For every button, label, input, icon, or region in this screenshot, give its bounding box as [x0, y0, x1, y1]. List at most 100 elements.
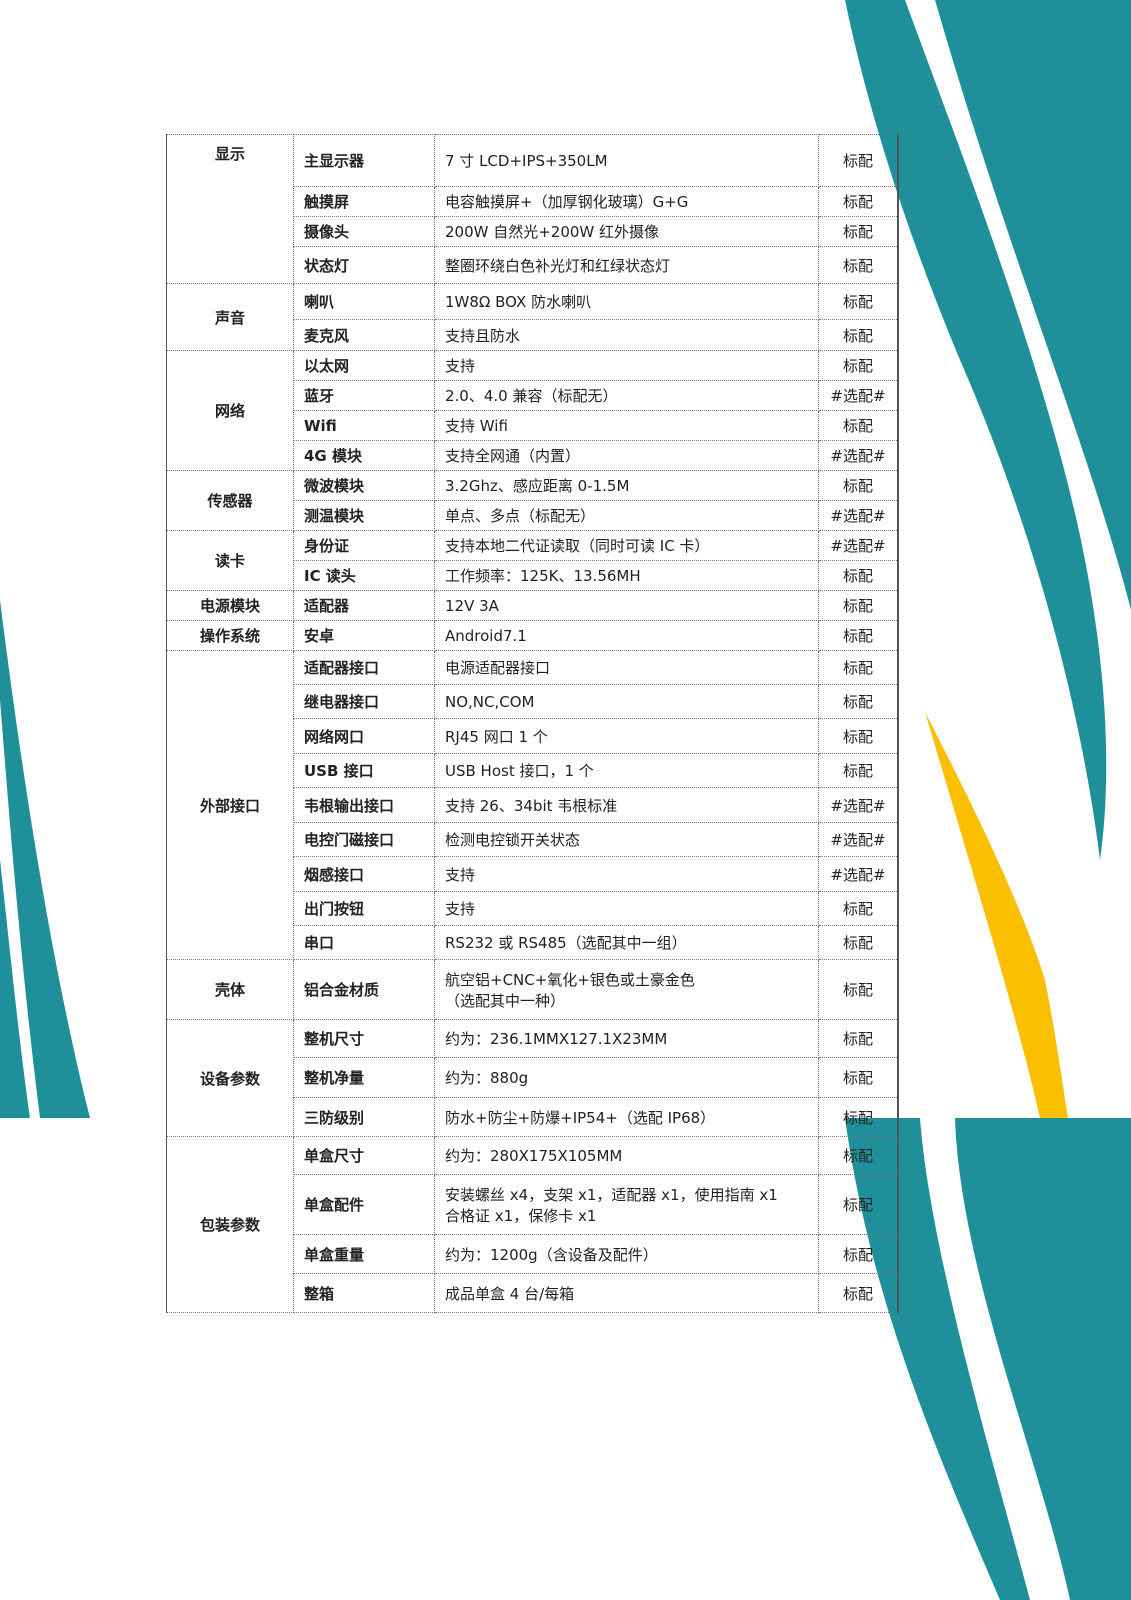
description-cell: 约为：236.1MMX127.1X23MM: [434, 1019, 819, 1058]
config-cell: 标配: [818, 410, 899, 441]
item-cell: 三防级别: [293, 1097, 435, 1137]
table-row: 4G 模块 支持全网通（内置） #选配#: [167, 440, 899, 471]
item-cell: 网络网口: [293, 718, 435, 754]
item-cell: 以太网: [293, 350, 435, 381]
table-row: 网络 以太网 支持 标配: [166, 350, 899, 471]
description-cell: 约为：280X175X105MM: [434, 1136, 819, 1175]
description-cell: Android7.1: [434, 620, 819, 651]
table-row: 单盒配件 安装螺丝 x4，支架 x1，适配器 x1，使用指南 x1 合格证 x1，…: [167, 1174, 899, 1235]
table-row: 声音 喇叭 1W8Ω BOX 防水喇叭 标配: [166, 283, 899, 351]
config-cell: 标配: [818, 319, 899, 351]
description-cell: NO,NC,COM: [434, 684, 819, 719]
table-row: 网络网口 RJ45 网口 1 个标配: [167, 718, 899, 754]
category-cell: 包装参数: [166, 1136, 294, 1313]
item-cell: 麦克风: [293, 319, 435, 351]
description-cell: 防水+防尘+防爆+IP54+（选配 IP68）: [434, 1097, 819, 1137]
item-cell: 整机净量: [293, 1057, 435, 1098]
item-cell: IC 读头: [293, 560, 435, 591]
description-cell: 约为：1200g（含设备及配件）: [434, 1234, 819, 1274]
config-cell: 标配: [818, 283, 899, 320]
description-cell: 200W 自然光+200W 红外摄像: [434, 216, 819, 247]
config-cell: 标配: [818, 1019, 899, 1058]
yellow-swoosh: [925, 712, 1068, 1118]
description-cell: 单点、多点（标配无）: [434, 500, 819, 531]
description-cell: 3.2Ghz、感应距离 0-1.5M: [434, 470, 819, 501]
category-cell: 声音: [166, 283, 294, 351]
item-cell: 喇叭: [293, 283, 435, 320]
config-cell: #选配#: [818, 500, 899, 531]
config-cell: 标配: [818, 246, 899, 284]
category-cell: 设备参数: [166, 1019, 294, 1137]
item-cell: 微波模块: [293, 470, 435, 501]
description-cell: 支持 26、34bit 韦根标准: [434, 787, 819, 823]
description-cell: 约为：880g: [434, 1057, 819, 1098]
item-cell: 继电器接口: [293, 684, 435, 719]
teal-left-line: [0, 860, 30, 1118]
item-cell: 触摸屏: [293, 186, 435, 217]
table-row: 整机净量 约为：880g 标配: [167, 1057, 899, 1098]
category-cell: 壳体: [166, 959, 294, 1020]
table-row: 传感器 微波模块 3.2Ghz、感应距离 0-1.5M 标配: [166, 470, 899, 531]
item-cell: 电控门磁接口: [293, 822, 435, 857]
description-cell: RJ45 网口 1 个: [434, 718, 819, 754]
config-cell: 标配: [818, 891, 899, 926]
config-cell: 标配: [818, 684, 899, 719]
table-row: 麦克风 支持且防水 标配: [167, 319, 899, 351]
category-cell: 网络: [166, 350, 294, 471]
teal-bottom-right: [955, 1118, 1131, 1600]
config-cell: 标配: [818, 620, 899, 651]
config-cell: #选配#: [818, 856, 899, 892]
table-row: 烟感接口 支持 #选配#: [167, 856, 899, 892]
table-row: 电源模块 适配器 12V 3A 标配: [166, 590, 899, 621]
item-cell: 适配器接口: [293, 650, 435, 685]
item-cell: 单盒重量: [293, 1234, 435, 1274]
item-cell: 韦根输出接口: [293, 787, 435, 823]
config-cell: 标配: [818, 470, 899, 501]
description-cell: 7 寸 LCD+IPS+350LM: [434, 134, 819, 187]
category-cell: 读卡: [166, 530, 294, 591]
description-cell: 航空铝+CNC+氧化+银色或土豪金色 （选配其中一种）: [434, 959, 819, 1020]
table-row: Wifi 支持 Wifi 标配: [167, 410, 899, 441]
description-cell: 支持: [434, 350, 819, 381]
config-cell: 标配: [818, 718, 899, 754]
config-cell: 标配: [818, 959, 899, 1020]
spec-table: 显示 主显示器 7 寸 LCD+IPS+350LM 标配 触摸屏 电容触摸屏+（加厚钢化玻…: [166, 134, 899, 1313]
description-cell: 支持 Wifi: [434, 410, 819, 441]
description-cell: 支持且防水: [434, 319, 819, 351]
description-cell: 2.0、4.0 兼容（标配无）: [434, 380, 819, 411]
item-cell: 串口: [293, 925, 435, 960]
config-cell: 标配: [818, 216, 899, 247]
category-cell: 传感器: [166, 470, 294, 531]
item-cell: 蓝牙: [293, 380, 435, 411]
item-cell: 出门按钮: [293, 891, 435, 926]
table-row: 设备参数 整机尺寸 约为：236.1MMX127.1X23MM 标配: [166, 1019, 899, 1137]
item-cell: 安卓: [293, 620, 435, 651]
table-row: 包装参数 单盒尺寸 约为：280X175X105MM 标配: [166, 1136, 899, 1313]
table-row: 蓝牙 2.0、4.0 兼容（标配无） #选配#: [167, 380, 899, 411]
category-cell: 显示: [166, 134, 294, 284]
description-cell: 安装螺丝 x4，支架 x1，适配器 x1，使用指南 x1 合格证 x1，保修卡 …: [434, 1174, 819, 1235]
description-cell: 工作频率：125K、13.56MH: [434, 560, 819, 591]
table-row: 电控门磁接口 检测电控锁开关状态 #选配#: [167, 822, 899, 857]
config-cell: 标配: [818, 1057, 899, 1098]
config-cell: 标配: [818, 350, 899, 381]
description-cell: 电容触摸屏+（加厚钢化玻璃）G+G: [434, 186, 819, 217]
description-cell: 成品单盒 4 台/每箱: [434, 1273, 819, 1313]
description-cell: 支持全网通（内置）: [434, 440, 819, 471]
description-cell: 支持: [434, 891, 819, 926]
item-cell: 整机尺寸: [293, 1019, 435, 1058]
table-row: 壳体 铝合金材质 航空铝+CNC+氧化+银色或土豪金色 （选配其中一种） 标配: [166, 959, 899, 1020]
item-cell: 单盒配件: [293, 1174, 435, 1235]
config-cell: #选配#: [818, 440, 899, 471]
config-cell: #选配#: [818, 787, 899, 823]
table-row: 继电器接口 NO,NC,COM 标配: [167, 684, 899, 719]
description-cell: 12V 3A: [434, 590, 819, 621]
item-cell: 烟感接口: [293, 856, 435, 892]
config-cell: 标配: [818, 1136, 899, 1175]
description-cell: 电源适配器接口: [434, 650, 819, 685]
description-cell: USB Host 接口，1 个: [434, 753, 819, 788]
item-cell: 铝合金材质: [293, 959, 435, 1020]
config-cell: 标配: [818, 1273, 899, 1313]
teal-swoosh-outer: [845, 0, 1107, 860]
